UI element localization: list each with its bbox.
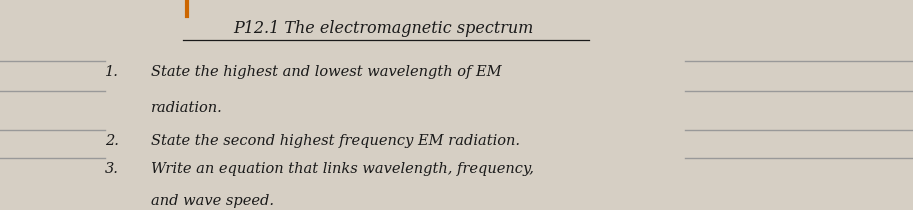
Text: P12.1 The electromagnetic spectrum: P12.1 The electromagnetic spectrum	[234, 20, 533, 37]
Text: 1.: 1.	[105, 65, 119, 79]
Text: 2.: 2.	[105, 134, 119, 148]
Text: and wave speed.: and wave speed.	[151, 194, 274, 208]
Text: radiation.: radiation.	[151, 101, 223, 115]
Text: State the second highest frequency EM radiation.: State the second highest frequency EM ra…	[151, 134, 519, 148]
Text: Write an equation that links wavelength, frequency,: Write an equation that links wavelength,…	[151, 162, 533, 176]
Text: 3.: 3.	[105, 162, 119, 176]
Text: State the highest and lowest wavelength of EM: State the highest and lowest wavelength …	[151, 65, 501, 79]
